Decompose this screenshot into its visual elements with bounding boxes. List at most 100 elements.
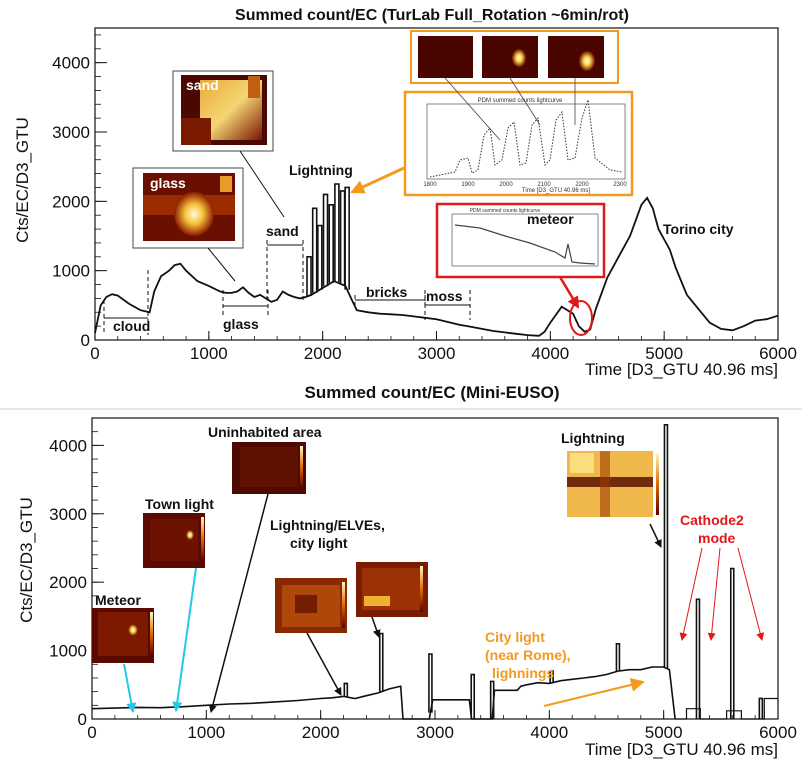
annotation-sand: sand: [266, 223, 299, 239]
inset-lightning-lightcurve: PDM summed counts lightcurve 1800 1900 2…: [403, 90, 634, 197]
bottom-spike: [343, 682, 349, 697]
annotation-moss: moss: [426, 288, 463, 304]
bottom-cathode2-step-line: [675, 697, 778, 720]
inset-connector-lines: [444, 77, 576, 141]
annotation-cathode2: Cathode2: [680, 512, 744, 528]
bottom-series-line: [91, 666, 676, 720]
annotation-city-light-3: lighnings: [492, 665, 554, 681]
bottom-x-tick-label: 2000: [302, 723, 340, 742]
inset-glass-heatmap: glass: [132, 167, 244, 249]
inset-lc-xlabel: Time [D3_GTU 40.96 ms]: [522, 188, 590, 194]
top-x-tick-label: 5000: [645, 344, 683, 363]
top-x-tick-label: 4000: [531, 344, 569, 363]
top-spike: [317, 224, 323, 290]
top-axis-ticks: 0 1000 2000 3000 4000 5000 6000 0 1000 2000 3000 40…: [52, 34, 797, 363]
bottom-x-tick-label: 0: [87, 723, 96, 742]
inset-elves-heatmap-2: [356, 562, 428, 617]
annotation-city-light-2: (near Rome),: [485, 647, 571, 663]
inset-sand-heatmap: sand: [172, 70, 274, 152]
bottom-spike: [428, 653, 433, 713]
arrow-cathode-3: [737, 547, 765, 641]
arrow-lightning-bottom: [649, 523, 662, 548]
top-x-tick-label: 6000: [759, 344, 797, 363]
arrow-city-light: [543, 678, 645, 707]
top-spike: [322, 193, 329, 287]
top-spike: [334, 183, 340, 283]
top-spike: [311, 207, 318, 293]
meteor-highlight-ellipse: [569, 300, 593, 336]
bottom-plot-frame: [91, 417, 779, 720]
top-x-tick-label: 0: [90, 344, 99, 363]
leader-sand: [239, 150, 285, 218]
top-spike: [328, 204, 335, 283]
annotation-cloud: cloud: [113, 318, 150, 334]
bottom-x-tick-label: 5000: [645, 723, 683, 742]
inset-lc-tick-2000: 2000: [499, 182, 513, 188]
top-x-axis-label: Time [D3_GTU 40.96 ms]: [585, 360, 778, 379]
arrow-meteor: [558, 276, 580, 309]
annotation-elves-2: city light: [290, 535, 348, 551]
bottom-x-tick-label: 6000: [759, 723, 797, 742]
annotation-meteor-bottom: Meteor: [95, 592, 141, 608]
bottom-spike: [729, 567, 735, 719]
annotation-city-light-1: City light: [485, 629, 545, 645]
bottom-x-tick-label: 4000: [530, 723, 568, 742]
top-y-axis-label: Cts/EC/D3_GTU: [13, 117, 32, 243]
annotation-city-light-group: City light (near Rome), lighnings: [485, 629, 571, 681]
bottom-x-axis-label: Time [D3_GTU 40.96 ms]: [585, 740, 778, 759]
arrow-cathode-2: [707, 547, 721, 641]
top-y-tick-label: 3000: [52, 123, 90, 142]
top-spike: [344, 186, 350, 290]
bottom-x-tick-label: 1000: [187, 723, 225, 742]
inset-lc-tick-1800: 1800: [423, 182, 437, 188]
annotation-cathode2-mode: mode: [698, 530, 736, 546]
inset-lightning-heatmaps: [410, 30, 619, 84]
annotation-glass: glass: [223, 316, 259, 332]
top-x-tick-label: 1000: [190, 344, 228, 363]
annotation-meteor: meteor: [527, 211, 574, 227]
bottom-cathode2-steps: [675, 697, 778, 720]
annotation-elves-1: Lightning/ELVEs,: [270, 517, 385, 533]
bottom-y-tick-label: 1000: [49, 642, 87, 661]
arrow-town-light-cyan: [172, 567, 197, 712]
inset-lc-tick-2200: 2200: [575, 182, 589, 188]
arrow-lightning-inset: [350, 166, 405, 194]
bottom-spike: [758, 697, 764, 719]
arrow-elves-1: [306, 632, 342, 696]
bottom-y-tick-label: 0: [78, 710, 87, 729]
top-x-tick-label: 3000: [418, 344, 456, 363]
inset-meteor-heatmap: [92, 608, 154, 663]
arrow-cathode-1: [679, 547, 703, 641]
bottom-x-tick-label: 3000: [416, 723, 454, 742]
annotation-torino-city: Torino city: [663, 221, 734, 237]
inset-sand-label: sand: [186, 77, 219, 93]
top-y-tick-label: 0: [81, 331, 90, 350]
annotation-bricks: bricks: [366, 284, 407, 300]
bottom-y-tick-label: 3000: [49, 505, 87, 524]
top-spike: [339, 190, 346, 285]
bottom-spike: [663, 424, 669, 669]
annotation-lightning: Lightning: [289, 162, 353, 178]
inset-town-light-heatmap: [143, 513, 205, 568]
top-series-line: [94, 196, 779, 337]
inset-lc-tick-2300: 2300: [613, 182, 627, 188]
inset-lc-tick-1900: 1900: [461, 182, 475, 188]
top-range-brackets: [104, 244, 470, 319]
bottom-y-tick-label: 4000: [49, 436, 87, 455]
bottom-y-tick-label: 2000: [49, 573, 87, 592]
inset-elves-heatmap-1: [275, 578, 347, 633]
inset-lightning-heatmap-bottom: [562, 448, 662, 523]
top-chart-title: Summed count/EC (TurLab Full_Rotation ~6…: [235, 7, 629, 24]
bottom-spike: [489, 680, 495, 719]
bottom-chart-title: Summed count/EC (Mini-EUSO): [305, 383, 560, 402]
bottom-spike: [695, 598, 701, 719]
inset-lc-tick-2100: 2100: [537, 182, 551, 188]
top-x-tick-label: 2000: [304, 344, 342, 363]
inset-meteor-title: PDM summed counts lightcurve: [470, 208, 541, 214]
top-lightning-spikes: [306, 183, 350, 296]
bottom-spike: [549, 670, 554, 683]
inset-lc-title: PDM summed counts lightcurve: [478, 98, 563, 104]
inset-glass-label: glass: [150, 175, 186, 191]
bottom-y-axis-label: Cts/EC/D3_GTU: [17, 497, 36, 623]
